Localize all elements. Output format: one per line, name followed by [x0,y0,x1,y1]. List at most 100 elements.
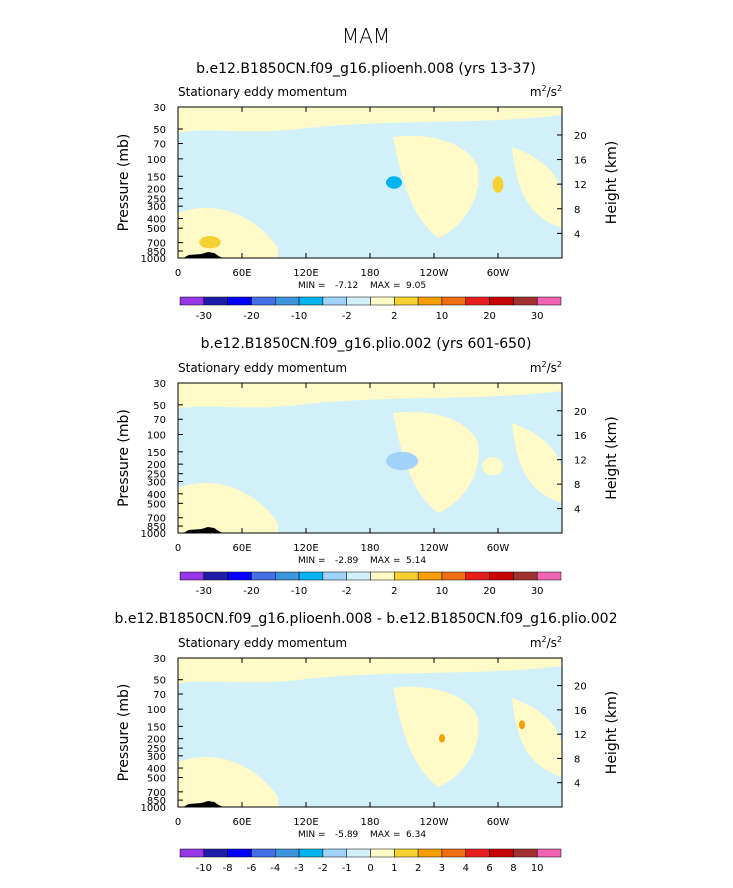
positive-feature-1 [439,734,445,743]
y-tick-label: 700 [147,239,166,250]
colorbar-swatch [322,296,347,306]
colorbar-swatch [536,571,562,581]
max-label: MAX = [370,556,401,566]
subtitle-left: Stationary eddy momentum [178,361,347,375]
y-tick-label: 1000 [141,529,166,540]
colorbar-swatch [203,848,228,858]
colorbar-label: -1 [342,863,352,874]
colorbar: -30 -20 -10 -2 2 10 20 30 [179,296,562,322]
subtitle-left: Stationary eddy momentum [178,636,347,650]
negative-feature-1 [386,451,418,471]
x-tick-label: 60W [487,268,510,279]
ylabel-left: Pressure (mb) [116,684,132,782]
colorbar: -10 -8 -6 -4 -3 -2 -1 0 1 2 3 4 6 8 10 [179,848,562,874]
colorbar-label: -8 [223,863,233,874]
colorbar-swatch [346,848,371,858]
y-tick-label: 850 [147,522,166,533]
chart-panel-3: b.e12.B1850CN.f09_g16.plioenh.008 - b.e1… [115,611,620,874]
x-tick-label: 180 [360,268,379,279]
subtitle-left: Stationary eddy momentum [178,85,347,99]
colorbar-label: 8 [510,863,516,874]
colorbar-swatch [203,571,228,581]
x-tick-label: 60E [232,543,251,554]
min-label: MIN = [298,281,326,291]
height-tick-label: 16 [574,706,587,717]
colorbar-swatch [227,296,252,306]
y-tick-label: 50 [153,401,166,412]
y-tick-label: 100 [147,155,166,166]
positive-region-2 [393,411,479,513]
height-tick-label: 16 [574,431,587,442]
colorbar-swatch [298,848,324,858]
colorbar-swatch [489,848,514,858]
y-tick-label: 250 [147,194,166,205]
colorbar-swatch [536,848,562,858]
height-tick-label: 12 [574,456,587,467]
colorbar-swatch [298,296,324,306]
positive-region-2 [393,135,479,238]
colorbar-swatch [489,571,514,581]
y-tick-label: 500 [147,774,166,785]
colorbar-label: 2 [415,863,421,874]
y-tick-label: 300 [147,752,166,763]
colorbar-swatch [417,296,443,306]
colorbar-label: -30 [196,586,212,597]
panel-title: b.e12.B1850CN.f09_g16.plioenh.008 (yrs 1… [196,61,536,77]
colorbar-label: 20 [483,586,496,597]
y-tick-label: 50 [153,125,166,136]
colorbar-label: -3 [294,863,304,874]
colorbar-label: -4 [270,863,280,874]
topography [183,801,223,807]
y-tick-label: 300 [147,202,166,213]
y-tick-label: 70 [153,690,166,701]
x-tick-label: 60E [232,268,251,279]
max-label: MAX = [370,281,401,291]
y-tick-label: 300 [147,477,166,488]
colorbar-label: 30 [531,586,544,597]
min-label: MIN = [298,556,326,566]
chart-panel-1: b.e12.B1850CN.f09_g16.plioenh.008 (yrs 1… [116,61,620,322]
colorbar-swatch [513,296,538,306]
height-tick-label: 4 [574,779,580,790]
positive-feature-2 [482,457,504,476]
y-tick-label: 150 [147,172,166,183]
y-tick-label: 500 [147,499,166,510]
colorbar-label: -10 [196,863,212,874]
y-tick-label: 400 [147,215,166,226]
colorbar-label: 10 [531,863,544,874]
x-tick-label: 180 [360,543,379,554]
panel-title: b.e12.B1850CN.f09_g16.plio.002 (yrs 601-… [201,336,532,352]
colorbar-label: -6 [246,863,256,874]
colorbar-label: -30 [196,311,212,322]
y-tick-label: 200 [147,735,166,746]
positive-region-1 [178,658,562,684]
x-tick-label: 120E [293,817,318,828]
max-value: 9.05 [406,281,426,291]
y-tick-label: 200 [147,185,166,196]
colorbar-swatch [322,571,347,581]
height-tick-label: 8 [574,480,580,491]
height-tick-label: 20 [574,131,587,142]
main-title: MAM [342,24,390,48]
colorbar-label: 1 [391,863,397,874]
topography [183,252,223,258]
colorbar-label: -20 [243,586,259,597]
colorbar-label: -20 [243,311,259,322]
colorbar-swatch [417,571,443,581]
colorbar-label: 3 [439,863,445,874]
topography [183,527,223,533]
max-value: 6.34 [406,830,426,840]
colorbar-swatch [513,848,538,858]
positive-region-3 [178,756,278,807]
height-tick-label: 12 [574,730,587,741]
colorbar-label: 6 [486,863,492,874]
positive-region-4 [512,423,562,503]
ylabel-right: Height (km) [604,416,620,499]
colorbar-swatch [203,296,228,306]
colorbar-label: -2 [318,863,328,874]
x-tick-label: 120E [293,268,318,279]
colorbar-label: -10 [291,586,307,597]
colorbar-label: 2 [391,586,397,597]
colorbar-swatch [251,571,276,581]
